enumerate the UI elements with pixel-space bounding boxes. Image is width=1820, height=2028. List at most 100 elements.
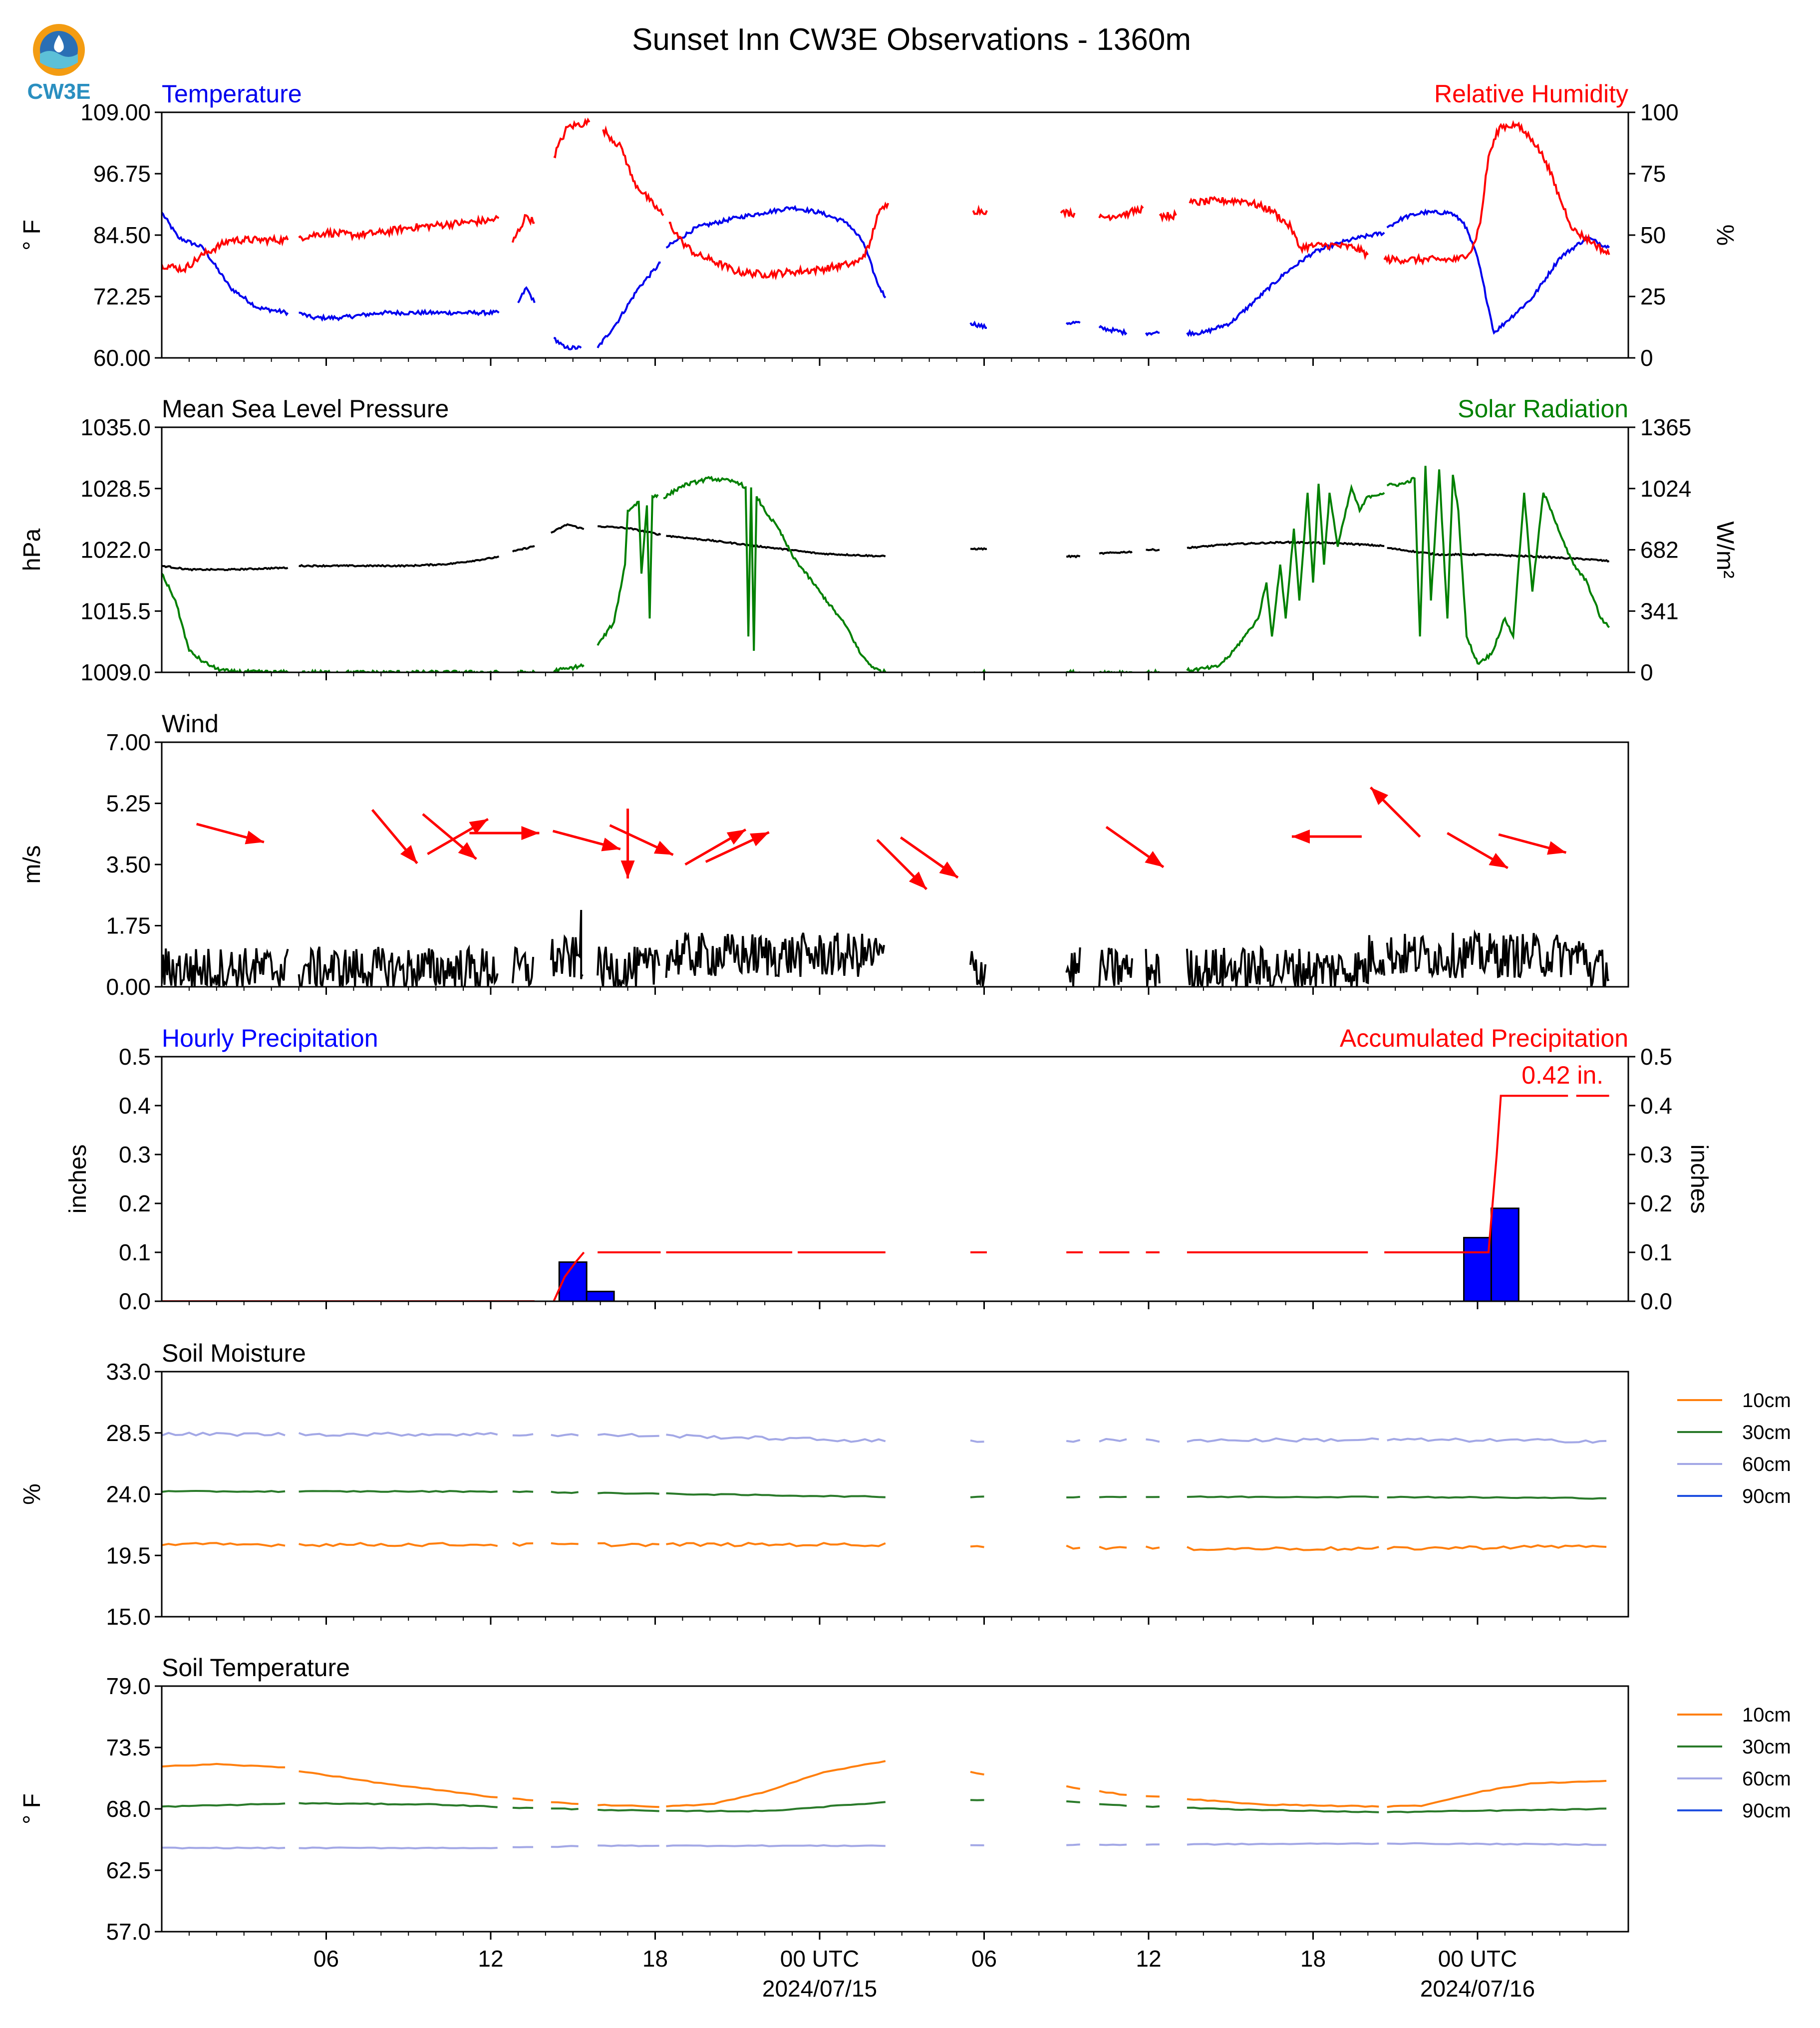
y-tick-label-left: 73.5 (106, 1735, 151, 1760)
plot-area (162, 466, 1610, 672)
y-axis-label-left: inches (65, 1145, 91, 1214)
y-tick-label-left: 84.50 (93, 222, 151, 248)
soil-line-30cm (299, 1490, 498, 1493)
legend-label-10cm: 10cm (1742, 1390, 1791, 1412)
x-tick-label: 18 (1300, 1946, 1326, 1972)
precip-bar (1463, 1237, 1492, 1301)
wind-arrow (705, 831, 770, 863)
series-line-temperature (517, 286, 536, 303)
x-tick-label: 12 (478, 1946, 503, 1972)
panel-frame (161, 426, 1629, 673)
y-axis-label-left: ° F (19, 1793, 45, 1824)
y-tick-label-left: 68.0 (106, 1796, 151, 1822)
plot-area (162, 1095, 1609, 1301)
wind-arrow-head (750, 832, 769, 847)
series-line-humidity (602, 125, 664, 216)
x-tick-label: 12 (1136, 1946, 1161, 1972)
soil-line-30cm (1187, 1495, 1379, 1499)
soil-line-30cm (970, 1495, 984, 1498)
series-line-humidity (1060, 207, 1076, 219)
y-axis-label-right: W/m² (1712, 521, 1738, 579)
soil-line-30cm (598, 1808, 659, 1812)
y-tick-label-left: 19.5 (106, 1542, 151, 1568)
series-line-humidity (972, 204, 988, 216)
panel-title-right: Accumulated Precipitation (1340, 1024, 1628, 1052)
x-tick-label: 06 (971, 1946, 997, 1972)
y-tick-label-left: 7.00 (106, 729, 151, 755)
soil-line-10cm (1099, 1546, 1127, 1550)
series-line-temperature (1386, 208, 1610, 335)
x-date-label: 2024/07/15 (762, 1976, 877, 2002)
y-tick-label-right: 0.3 (1640, 1142, 1672, 1167)
x-tick-label: 06 (313, 1946, 339, 1972)
wind-arrow (684, 828, 747, 866)
series-line-humidity (511, 214, 535, 243)
y-axis-label-left: m/s (19, 845, 45, 883)
soil-line-30cm (162, 1802, 286, 1808)
wind-speed-line (1065, 947, 1081, 986)
y-tick-label-left: 57.0 (106, 1919, 151, 1945)
accum-precip-line (553, 1251, 585, 1301)
series-line-temperature (1145, 330, 1160, 337)
panel-6: Soil Temperature 57.0 62.5 68.0 73.5 79.0 ° F 1… (19, 1654, 1791, 1945)
soil-line-10cm (162, 1542, 286, 1547)
soil-line-60cm (1187, 1437, 1379, 1443)
y-tick-label-left: 79.0 (106, 1673, 151, 1699)
y-tick-label-left: 0.0 (119, 1288, 151, 1314)
wind-arrow (1291, 830, 1362, 844)
y-tick-label-left: 0.4 (119, 1093, 151, 1119)
series-line-temperature (597, 261, 661, 348)
wind-arrow (552, 830, 621, 852)
soil-line-60cm (970, 1439, 984, 1443)
wind-speed-line (597, 946, 660, 987)
panel-title-left: Soil Moisture (162, 1339, 306, 1367)
panel-title-left: Mean Sea Level Pressure (162, 395, 449, 423)
soil-line-30cm (162, 1489, 286, 1493)
soil-line-60cm (666, 1844, 886, 1847)
wind-arrow-head (620, 861, 635, 878)
panel-frame (161, 1371, 1629, 1618)
precip-bar (586, 1290, 615, 1301)
y-tick-label-right: 0.2 (1640, 1190, 1672, 1216)
soil-line-10cm (970, 1545, 984, 1548)
wind-arrow (422, 813, 477, 860)
soil-line-30cm (512, 1490, 534, 1493)
series-line-solar (1146, 668, 1160, 672)
soil-line-10cm (970, 1770, 984, 1776)
y-tick-label-left: 1009.0 (80, 659, 151, 685)
wind-speed-line (162, 948, 289, 987)
y-tick-label-left: 96.75 (93, 161, 151, 187)
series-line-pressure (598, 525, 661, 536)
soil-line-60cm (1066, 1439, 1081, 1443)
panel-3: Wind 0.00 1.75 3.50 5.25 7.00 m/s (19, 710, 1629, 1000)
y-tick-label-right: 0.1 (1640, 1239, 1672, 1265)
wind-speed-line (1145, 949, 1161, 987)
logo-wave-icon (40, 51, 78, 69)
y-tick-label-left: 33.0 (106, 1359, 151, 1385)
plot-area (162, 1760, 1607, 1850)
wind-arrow-head (939, 862, 958, 878)
y-axis-label-left: ° F (19, 220, 45, 251)
y-tick-label-right: 50 (1640, 222, 1666, 248)
soil-line-10cm (666, 1542, 886, 1547)
y-tick-label-right: 0.0 (1640, 1288, 1672, 1314)
soil-line-30cm (1387, 1495, 1607, 1500)
wind-arrow-head (1370, 787, 1389, 805)
series-line-solar (970, 668, 987, 672)
wind-speed-line (1098, 947, 1133, 987)
soil-line-60cm (298, 1432, 498, 1437)
accum-precip-total-label: 0.42 in. (1521, 1061, 1603, 1089)
wind-speed-line (511, 946, 535, 987)
logo-drop-icon (54, 35, 64, 52)
y-tick-label-right: 1024 (1640, 476, 1691, 502)
y-axis-label-left: % (19, 1483, 45, 1505)
soil-line-10cm (512, 1542, 534, 1547)
soil-line-60cm (162, 1846, 286, 1850)
soil-line-10cm (1146, 1795, 1160, 1798)
series-line-humidity (162, 234, 289, 274)
series-line-pressure (550, 523, 585, 534)
soil-line-30cm (1387, 1807, 1607, 1813)
y-tick-label-left: 0.00 (106, 974, 151, 1000)
x-tick-label: 00 UTC (1438, 1946, 1517, 1972)
soil-line-60cm (1146, 1438, 1160, 1443)
